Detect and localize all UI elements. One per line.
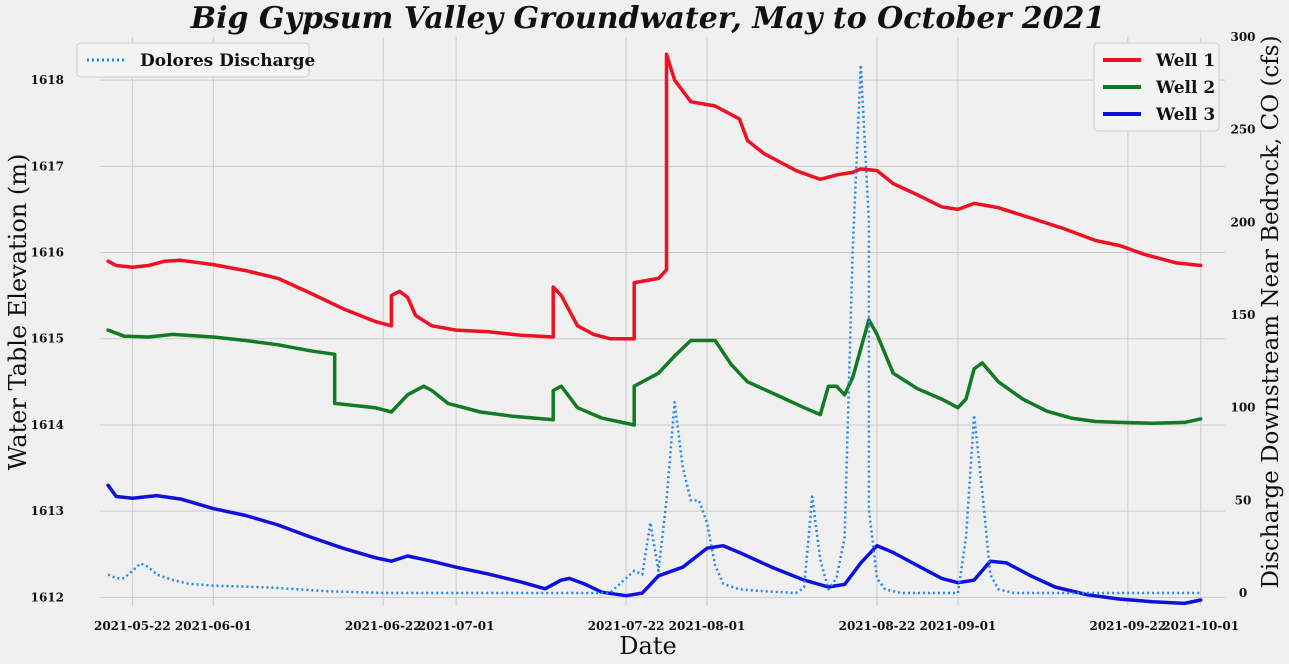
x-axis-label: Date <box>619 632 676 660</box>
x-tick-label: 2021-06-01 <box>175 619 252 633</box>
series-line-dolores-discharge <box>107 63 1201 595</box>
legend-label-well-2: Well 2 <box>1155 78 1215 98</box>
y-tick-label-right: 50 <box>1235 493 1252 507</box>
legend-left: Dolores Discharge <box>76 42 315 78</box>
legend-label-well-3: Well 3 <box>1155 105 1215 125</box>
series-line-well-1 <box>106 52 1203 341</box>
legend-right: Well 1 Well 2 Well 3 <box>1093 42 1220 132</box>
y-tick-label-right: 200 <box>1230 215 1255 229</box>
y-tick-label-left: 1615 <box>31 332 64 346</box>
y-tick-label-left: 1616 <box>31 246 64 260</box>
x-tick-label: 2021-08-22 <box>839 619 916 633</box>
y-tick-label-right: 0 <box>1239 586 1247 600</box>
x-tick-label: 2021-08-01 <box>669 619 746 633</box>
grid-layer <box>100 37 1225 606</box>
x-tick-label: 2021-10-01 <box>1162 619 1239 633</box>
y-tick-label-right: 150 <box>1230 308 1255 322</box>
legend-right-box <box>1093 42 1220 132</box>
y-tick-label-left: 1613 <box>31 504 64 518</box>
axis-layer: 2021-05-22 2021-06-01 2021-06-222021-07-01… <box>31 30 1256 633</box>
series-line-well-3 <box>106 483 1203 606</box>
chart-title: Big Gypsum Valley Groundwater, May to Oc… <box>190 1 1105 36</box>
y-tick-label-left: 1618 <box>31 73 64 87</box>
y-tick-label-right: 250 <box>1230 123 1255 137</box>
x-tick-label: 2021-06-22 <box>345 619 422 633</box>
y-tick-label-left: 1612 <box>31 590 64 604</box>
y-axis-label-left: Water Table Elevation (m) <box>4 154 32 471</box>
legend-label-well-1: Well 1 <box>1155 51 1215 71</box>
x-tick-label: 2021-07-01 <box>418 619 495 633</box>
y-tick-label-left: 1614 <box>31 418 64 432</box>
x-tick-label: 2021-05-22 <box>94 619 171 633</box>
y-tick-label-right: 100 <box>1230 401 1255 415</box>
y-tick-label-right: 300 <box>1230 30 1255 44</box>
series-layer <box>106 52 1203 606</box>
legend-left-box <box>76 42 310 78</box>
legend-label-dolores-discharge: Dolores Discharge <box>140 51 315 71</box>
series-line-well-2 <box>106 318 1203 427</box>
x-tick-label: 2021-09-01 <box>920 619 997 633</box>
y-axis-label-right: Discharge Downstream Near Bedrock, CO (c… <box>1258 35 1284 588</box>
x-tick-label: 2021-07-22 <box>588 619 665 633</box>
x-tick-label: 2021-09-22 <box>1089 619 1166 633</box>
y-tick-label-left: 1617 <box>31 159 64 173</box>
